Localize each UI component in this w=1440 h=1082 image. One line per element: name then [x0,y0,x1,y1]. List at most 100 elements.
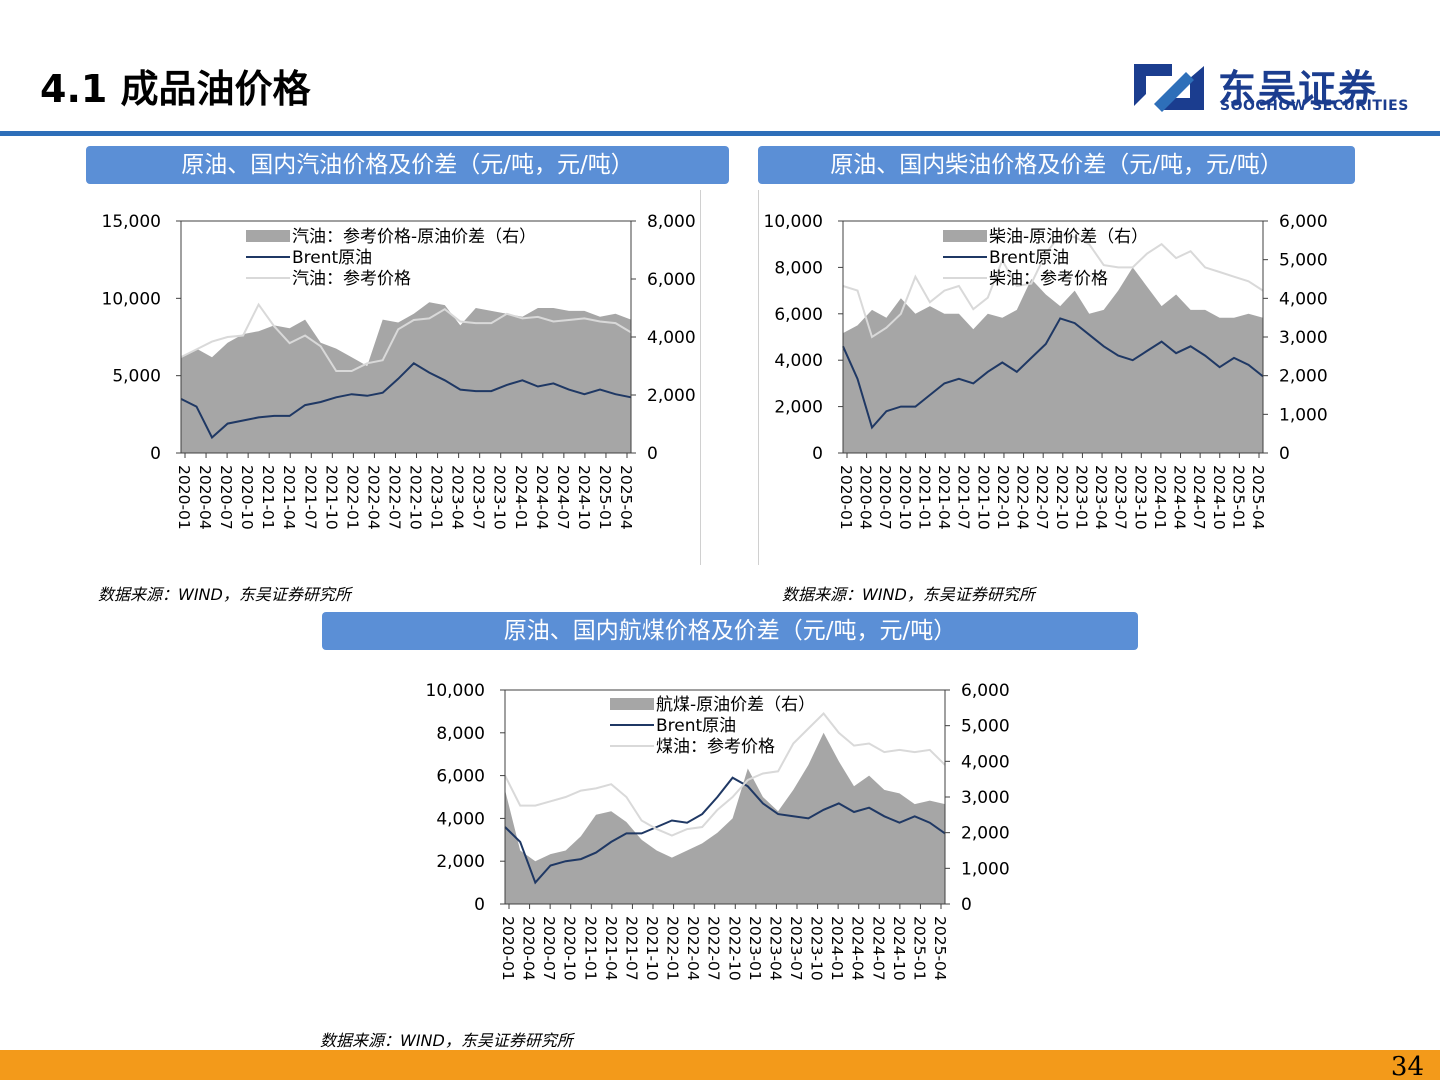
series-spread-area [505,732,945,904]
right-axis-tick-label: 0 [1279,444,1290,464]
x-axis-tick-label: 2023-04 [1092,465,1110,530]
x-axis-tick-label: 2023-04 [766,916,784,981]
gasoline-chart-source: 数据来源：WIND，东吴证券研究所 [98,585,351,604]
legend-label-product-price-line: 汽油：参考价格 [292,269,411,289]
logo-english-name: SOOCHOW SECURITIES [1220,98,1409,114]
right-axis-tick-label: 2,000 [647,386,696,406]
x-axis-tick-label: 2023-01 [746,916,764,981]
legend-swatch-spread [610,698,654,710]
x-axis-tick-label: 2024-10 [890,916,908,981]
x-axis-tick-label: 2021-07 [955,465,973,530]
left-axis-tick-label: 8,000 [436,724,485,744]
diesel-chart-header: 原油、国内柴油价格及价差（元/吨，元/吨） [758,146,1355,184]
x-axis-tick-label: 2024-07 [554,465,572,530]
right-axis-tick-label: 4,000 [961,752,1010,772]
x-axis-tick-label: 2021-01 [581,916,599,981]
left-axis-tick-label: 10,000 [426,681,485,701]
x-axis-tick-label: 2022-07 [385,465,403,530]
x-axis-tick-label: 2024-10 [1210,465,1228,530]
x-axis-tick-label: 2022-10 [1053,465,1071,530]
x-axis-tick-label: 2025-04 [617,465,635,530]
x-axis-tick-label: 2021-04 [602,916,620,981]
right-axis-tick-label: 5,000 [1279,251,1328,271]
jet-fuel-chart-header: 原油、国内航煤价格及价差（元/吨，元/吨） [322,612,1138,650]
right-axis-tick-label: 4,000 [1279,289,1328,309]
left-axis-tick-label: 0 [474,895,485,915]
x-axis-tick-label: 2020-01 [499,916,517,981]
x-axis-tick-label: 2020-01 [837,465,855,530]
right-axis-tick-label: 8,000 [647,212,696,232]
page-number: 34 [1390,1052,1424,1082]
left-axis-tick-label: 0 [150,444,161,464]
x-axis-tick-label: 2024-04 [533,465,551,530]
x-axis-tick-label: 2020-07 [217,465,235,530]
series-product-price-line [504,712,946,837]
series-spread-area [181,302,631,453]
x-axis-tick-label: 2020-07 [540,916,558,981]
left-axis-tick-label: 8,000 [774,258,823,278]
x-axis-tick-label: 2021-10 [322,465,340,530]
x-axis-tick-label: 2022-04 [1014,465,1032,530]
right-axis-tick-label: 6,000 [961,681,1010,701]
panel-divider [700,190,701,565]
x-axis-tick-label: 2022-07 [705,916,723,981]
right-axis-tick-label: 0 [961,895,972,915]
right-axis-tick-label: 2,000 [1279,367,1328,387]
x-axis-tick-label: 2022-10 [407,465,425,530]
x-axis-tick-label: 2024-04 [849,916,867,981]
right-axis-tick-label: 3,000 [1279,328,1328,348]
left-axis-tick-label: 4,000 [436,809,485,829]
x-axis-tick-label: 2025-01 [910,916,928,981]
x-axis-tick-label: 2021-10 [643,916,661,981]
page-title: 4.1 成品油价格 [40,67,311,111]
x-axis-tick-label: 2021-01 [915,465,933,530]
x-axis-tick-label: 2023-07 [470,465,488,530]
header-divider [0,131,1440,136]
x-axis-tick-label: 2023-10 [491,465,509,530]
x-axis-tick-label: 2024-01 [828,916,846,981]
soochow-logo-icon [1134,64,1204,112]
x-axis-tick-label: 2022-04 [364,465,382,530]
legend-label-brent-line: Brent原油 [989,248,1069,268]
left-axis-tick-label: 10,000 [102,289,161,309]
x-axis-tick-label: 2024-07 [1190,465,1208,530]
right-axis-tick-label: 0 [647,444,658,464]
x-axis-tick-label: 2021-04 [935,465,953,530]
gasoline-chart-header: 原油、国内汽油价格及价差（元/吨，元/吨） [86,146,729,184]
right-axis-tick-label: 1,000 [1279,405,1328,425]
x-axis-tick-label: 2024-01 [512,465,530,530]
x-axis-tick-label: 2020-04 [196,465,214,530]
x-axis-tick-label: 2020-10 [896,465,914,530]
right-axis-tick-label: 6,000 [1279,212,1328,232]
company-logo: 东吴证券 SOOCHOW SECURITIES [1132,58,1412,118]
left-axis-tick-label: 4,000 [774,351,823,371]
x-axis-tick-label: 2024-04 [1171,465,1189,530]
jet-fuel-chart-source: 数据来源：WIND，东吴证券研究所 [320,1031,573,1050]
right-axis-tick-label: 1,000 [961,859,1010,879]
left-axis-tick-label: 15,000 [102,212,161,232]
x-axis-tick-label: 2025-04 [931,916,949,981]
x-axis-tick-label: 2025-04 [1249,465,1267,530]
x-axis-tick-label: 2021-10 [974,465,992,530]
x-axis-tick-label: 2024-07 [869,916,887,981]
x-axis-tick-label: 2021-01 [259,465,277,530]
diesel-price-chart: 0 2,000 4,000 6,000 8,000 10,000 0 1,000 2,000 3,… [764,212,1328,530]
legend-swatch-spread [246,230,290,242]
x-axis-tick-label: 2020-10 [238,465,256,530]
x-axis-tick-label: 2023-07 [1112,465,1130,530]
series-brent-line [504,776,946,885]
footer-bar [0,1050,1440,1080]
x-axis-tick-label: 2022-01 [994,465,1012,530]
legend-label-spread-area: 柴油-原油价差（右） [989,227,1148,247]
right-axis-tick-label: 4,000 [647,328,696,348]
x-axis-tick-label: 2023-10 [1131,465,1149,530]
x-axis-tick-label: 2022-04 [684,916,702,981]
x-axis-tick-label: 2020-10 [561,916,579,981]
legend-label-product-price-line: 柴油：参考价格 [989,269,1108,289]
legend-label-brent-line: Brent原油 [292,248,372,268]
legend-label-spread-area: 航煤-原油价差（右） [656,695,815,715]
jet-fuel-price-chart: 0 2,000 4,000 6,000 8,000 10,000 0 1,000 2,000 3,… [426,681,1010,981]
x-axis-tick-label: 2020-04 [857,465,875,530]
x-axis-tick-label: 2022-01 [343,465,361,530]
legend-label-product-price-line: 煤油：参考价格 [656,737,775,757]
